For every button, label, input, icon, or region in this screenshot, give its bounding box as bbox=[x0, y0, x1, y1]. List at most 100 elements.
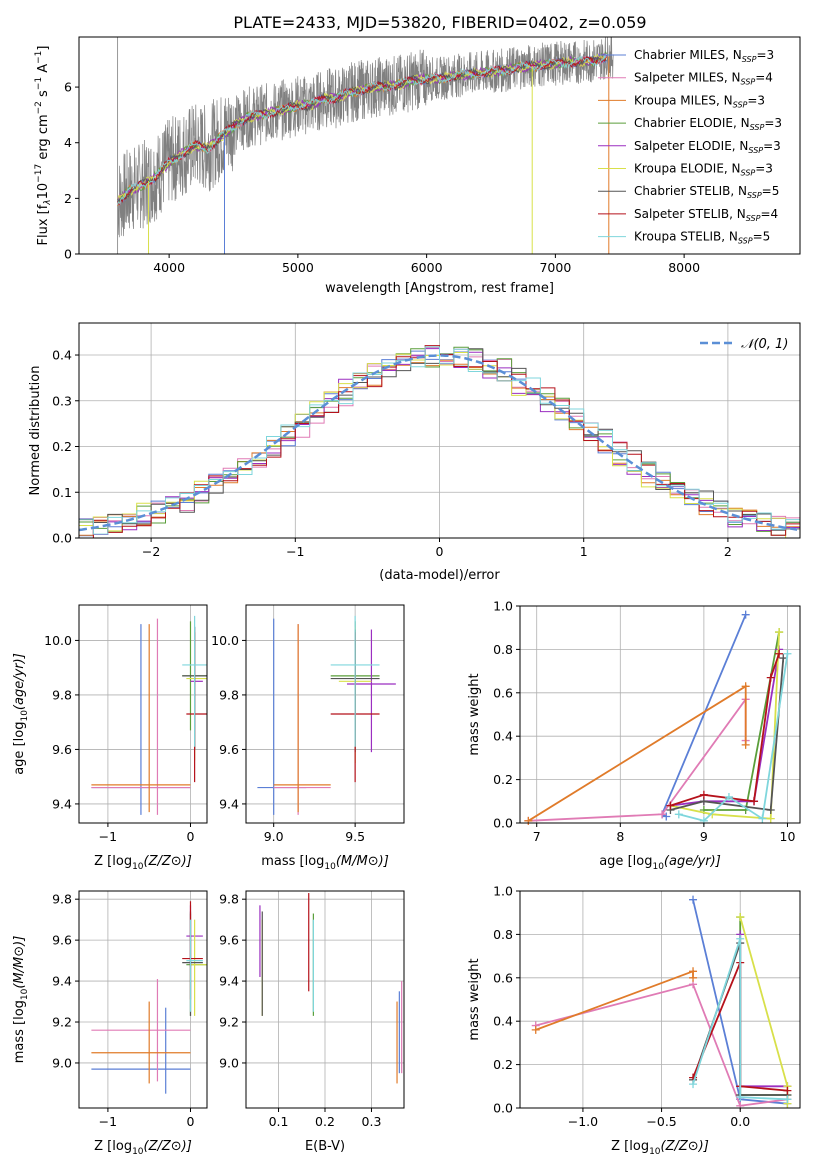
plot-area bbox=[91, 901, 207, 1094]
axes-box bbox=[245, 604, 405, 824]
weight-marker bbox=[736, 913, 745, 922]
y-tick-label: 0.0 bbox=[52, 531, 72, 546]
chart-weight_vs_age: 7 8 9 10 0.0 0.2 0.4 0.6 0.8 1.0 age [log10(age/yr… bbox=[467, 599, 801, 872]
axes-frame: −2 −1 0 1 2 0.0 0.1 0.2 0.3 0.4 𝒩(0, 1) (data-model… bbox=[28, 322, 801, 583]
x-tick-label: −1.0 bbox=[568, 1114, 598, 1129]
x-tick-label: 7 bbox=[533, 829, 541, 844]
weight-series-line bbox=[739, 916, 789, 1104]
axes-frame: −1.0 −0.5 0.0 0.0 0.2 0.4 0.6 0.8 1.0 Z [log10(Z/… bbox=[467, 884, 801, 1157]
y-tick-label: 0.6 bbox=[493, 685, 513, 700]
y-tick-label: 4 bbox=[64, 135, 72, 150]
weight-series-line bbox=[670, 649, 780, 807]
x-tick-label: 0.0 bbox=[730, 1114, 750, 1129]
y-axis-label: mass [log10(M/M⊙)] bbox=[12, 936, 30, 1064]
x-tick-label: 1 bbox=[580, 544, 588, 559]
figure-title: PLATE=2433, MJD=53820, FIBERID=0402, z=0… bbox=[233, 13, 646, 32]
x-axis-label: mass [log10(M/M⊙)] bbox=[261, 854, 389, 872]
weight-marker bbox=[783, 1095, 792, 1104]
x-tick-label: 8000 bbox=[668, 260, 700, 275]
weight-marker bbox=[775, 628, 784, 637]
plot-area bbox=[117, 36, 614, 254]
x-axis-label: E(B-V) bbox=[305, 1139, 345, 1154]
weight-marker bbox=[775, 649, 784, 658]
y-tick-label: 9.4 bbox=[219, 974, 239, 989]
y-tick-label: 9.8 bbox=[219, 892, 239, 907]
legend-entry: Kroupa MILES, NSSP=3 bbox=[634, 93, 765, 109]
y-tick-label: 0.8 bbox=[493, 927, 513, 942]
x-tick-label: 6000 bbox=[411, 260, 443, 275]
legend-entry: Salpeter MILES, NSSP=4 bbox=[634, 71, 773, 87]
legend-entry: Chabrier ELODIE, NSSP=3 bbox=[634, 116, 782, 132]
y-tick-label: 9.6 bbox=[219, 742, 239, 757]
y-tick-label: 10.0 bbox=[211, 633, 239, 648]
x-tick-label: 0.3 bbox=[362, 1114, 382, 1129]
weight-marker bbox=[741, 610, 750, 619]
y-tick-label: 0.2 bbox=[52, 439, 72, 454]
y-tick-label: 0 bbox=[64, 247, 72, 262]
y-tick-label: 0.3 bbox=[52, 393, 72, 408]
y-tick-label: 0.2 bbox=[493, 772, 513, 787]
plot-area bbox=[524, 610, 792, 825]
y-tick-label: 1.0 bbox=[493, 599, 513, 614]
y-tick-label: 0.0 bbox=[493, 816, 513, 831]
gaussian-curve bbox=[78, 354, 798, 532]
weight-marker bbox=[689, 1080, 698, 1089]
weight-marker bbox=[724, 792, 733, 801]
x-tick-label: 9.0 bbox=[264, 829, 284, 844]
x-axis-label: (data-model)/error bbox=[379, 568, 500, 583]
spectrum-legend: Chabrier MILES, NSSP=3 Salpeter MILES, NS… bbox=[598, 48, 782, 246]
x-axis-label: Z [log10(Z/Z⊙)] bbox=[94, 854, 192, 872]
weight-marker bbox=[783, 1086, 792, 1095]
weight-marker bbox=[699, 790, 708, 799]
x-tick-label: 7000 bbox=[539, 260, 571, 275]
y-tick-label: 9.4 bbox=[52, 974, 72, 989]
weight-marker bbox=[689, 895, 698, 904]
weight-marker bbox=[674, 810, 683, 819]
plot-area bbox=[78, 345, 800, 539]
y-tick-label: 9.4 bbox=[219, 796, 239, 811]
weight-marker bbox=[736, 1093, 745, 1102]
plot-area bbox=[531, 895, 792, 1110]
x-axis-label: age [log10(age/yr)] bbox=[599, 854, 721, 872]
plot-area bbox=[259, 893, 403, 1084]
model-spectrum bbox=[117, 53, 607, 205]
axes-frame: 9.0 9.5 9.4 9.6 9.8 10.0 mass [log10(M/M⊙)] bbox=[211, 604, 405, 872]
x-tick-label: 0.1 bbox=[269, 1114, 289, 1129]
x-tick-label: 10 bbox=[780, 829, 796, 844]
y-tick-label: 9.6 bbox=[52, 742, 72, 757]
axes-box bbox=[78, 890, 208, 1109]
y-tick-label: 9.0 bbox=[219, 1055, 239, 1070]
x-axis-label: wavelength [Angstrom, rest frame] bbox=[325, 281, 554, 296]
axes-frame: 7 8 9 10 0.0 0.2 0.4 0.6 0.8 1.0 age [log10(age/yr… bbox=[467, 599, 801, 872]
axes-box bbox=[519, 605, 801, 824]
weight-marker bbox=[662, 812, 671, 821]
y-tick-label: 9.4 bbox=[52, 796, 72, 811]
x-tick-label: 9 bbox=[700, 829, 708, 844]
weight-series-line bbox=[670, 631, 780, 820]
weight-marker bbox=[766, 673, 775, 682]
weight-marker bbox=[758, 814, 767, 823]
observed-spectrum bbox=[117, 36, 614, 238]
plot-area bbox=[91, 615, 207, 815]
weight-marker bbox=[766, 805, 775, 814]
weight-marker bbox=[750, 797, 759, 806]
x-tick-label: −0.5 bbox=[646, 1114, 676, 1129]
weight-marker bbox=[766, 814, 775, 823]
axes-frame: 4000 5000 6000 7000 8000 0 2 4 6 wavelength [Angs… bbox=[34, 36, 801, 296]
y-tick-label: 0.4 bbox=[493, 729, 513, 744]
legend-entry: Kroupa STELIB, NSSP=5 bbox=[634, 230, 770, 246]
legend-entry: Chabrier MILES, NSSP=3 bbox=[634, 48, 774, 64]
plot-area bbox=[257, 615, 396, 815]
weight-marker bbox=[658, 810, 667, 819]
weight-marker bbox=[531, 1025, 540, 1034]
x-tick-label: 0 bbox=[436, 544, 444, 559]
y-tick-label: 2 bbox=[64, 191, 72, 206]
y-tick-label: 9.8 bbox=[52, 687, 72, 702]
chart-weight_vs_Z: −1.0 −0.5 0.0 0.0 0.2 0.4 0.6 0.8 1.0 Z [log10(Z/… bbox=[467, 884, 801, 1157]
y-axis-label: mass weight bbox=[467, 673, 482, 755]
y-tick-label: 9.8 bbox=[219, 687, 239, 702]
chart-residuals: −2 −1 0 1 2 0.0 0.1 0.2 0.3 0.4 𝒩(0, 1) (data-model… bbox=[28, 322, 801, 583]
x-tick-label: 0 bbox=[187, 1114, 195, 1129]
